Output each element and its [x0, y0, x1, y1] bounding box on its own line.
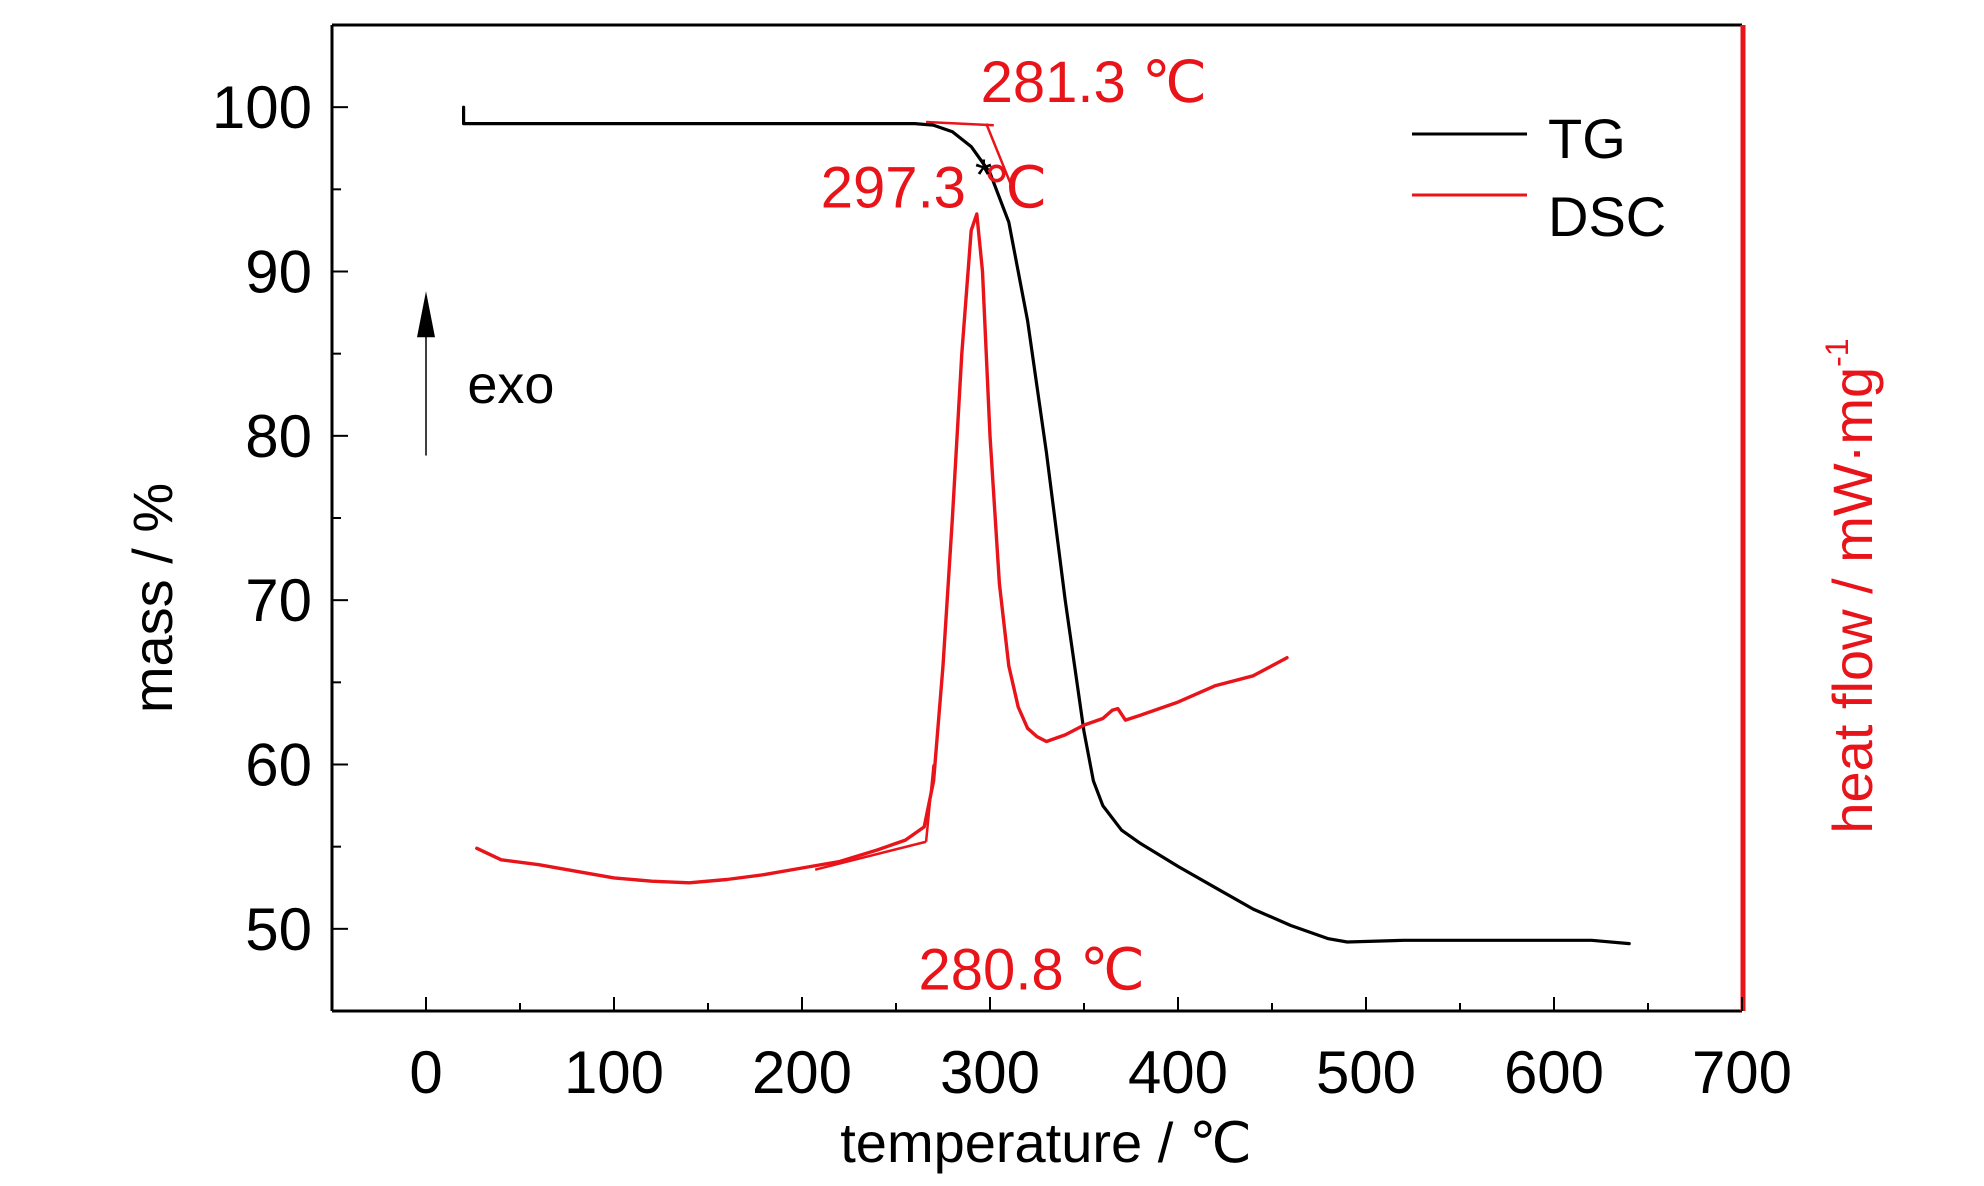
- y-tick-label: 90: [245, 239, 312, 306]
- exo-arrow: [417, 291, 435, 456]
- legend: TG DSC: [1412, 107, 1666, 248]
- y-tick-label: 60: [245, 732, 312, 799]
- y-tick-label: 50: [245, 896, 312, 963]
- right-y-axis-label-text: heat flow / mW·mg: [1821, 367, 1884, 834]
- annotation-label: 297.3 ℃: [821, 155, 1047, 220]
- x-tick-label: 700: [1692, 1039, 1792, 1106]
- x-tick-label: 0: [409, 1039, 442, 1106]
- x-tick-label: 400: [1128, 1039, 1228, 1106]
- x-tick-label: 200: [752, 1039, 852, 1106]
- exo-arrow-head: [417, 291, 435, 338]
- exo-label: exo: [467, 355, 554, 415]
- annotation-label: 281.3 ℃: [981, 50, 1207, 115]
- series-layer: [462, 105, 1631, 946]
- y-tick-label: 70: [245, 567, 312, 634]
- onset-tangent-line: [814, 840, 927, 871]
- x-tick-label: 600: [1504, 1039, 1604, 1106]
- x-tick-label: 100: [564, 1039, 664, 1106]
- annotation-label: 280.8 ℃: [919, 938, 1145, 1003]
- series-line-tg: [462, 105, 1631, 946]
- annotation-layer: 281.3 ℃ 297.3 ℃ 280.8 ℃ * exo: [467, 50, 1207, 1002]
- x-tick-label: 300: [940, 1039, 1040, 1106]
- onset-tangent-line: [985, 123, 1020, 203]
- left-y-axis-label: mass / %: [121, 483, 184, 713]
- onset-tangent-line: [926, 120, 994, 127]
- tick-layer: 0 100 200 300 400 500 600 700 50 60 70 80 90 100: [212, 74, 1792, 1106]
- right-y-axis-label: heat flow / mW·mg-1: [1819, 338, 1884, 833]
- y-tick-label: 80: [245, 403, 312, 470]
- right-y-axis-label-superscript: -1: [1819, 338, 1855, 366]
- legend-label-dsc: DSC: [1548, 185, 1666, 248]
- x-tick-label: 500: [1316, 1039, 1416, 1106]
- legend-label-tg: TG: [1548, 107, 1626, 170]
- peak-marker: *: [975, 150, 992, 199]
- series-line-dsc: [475, 212, 1289, 885]
- y-tick-label: 100: [212, 74, 312, 141]
- x-axis-label: temperature / ℃: [840, 1111, 1252, 1174]
